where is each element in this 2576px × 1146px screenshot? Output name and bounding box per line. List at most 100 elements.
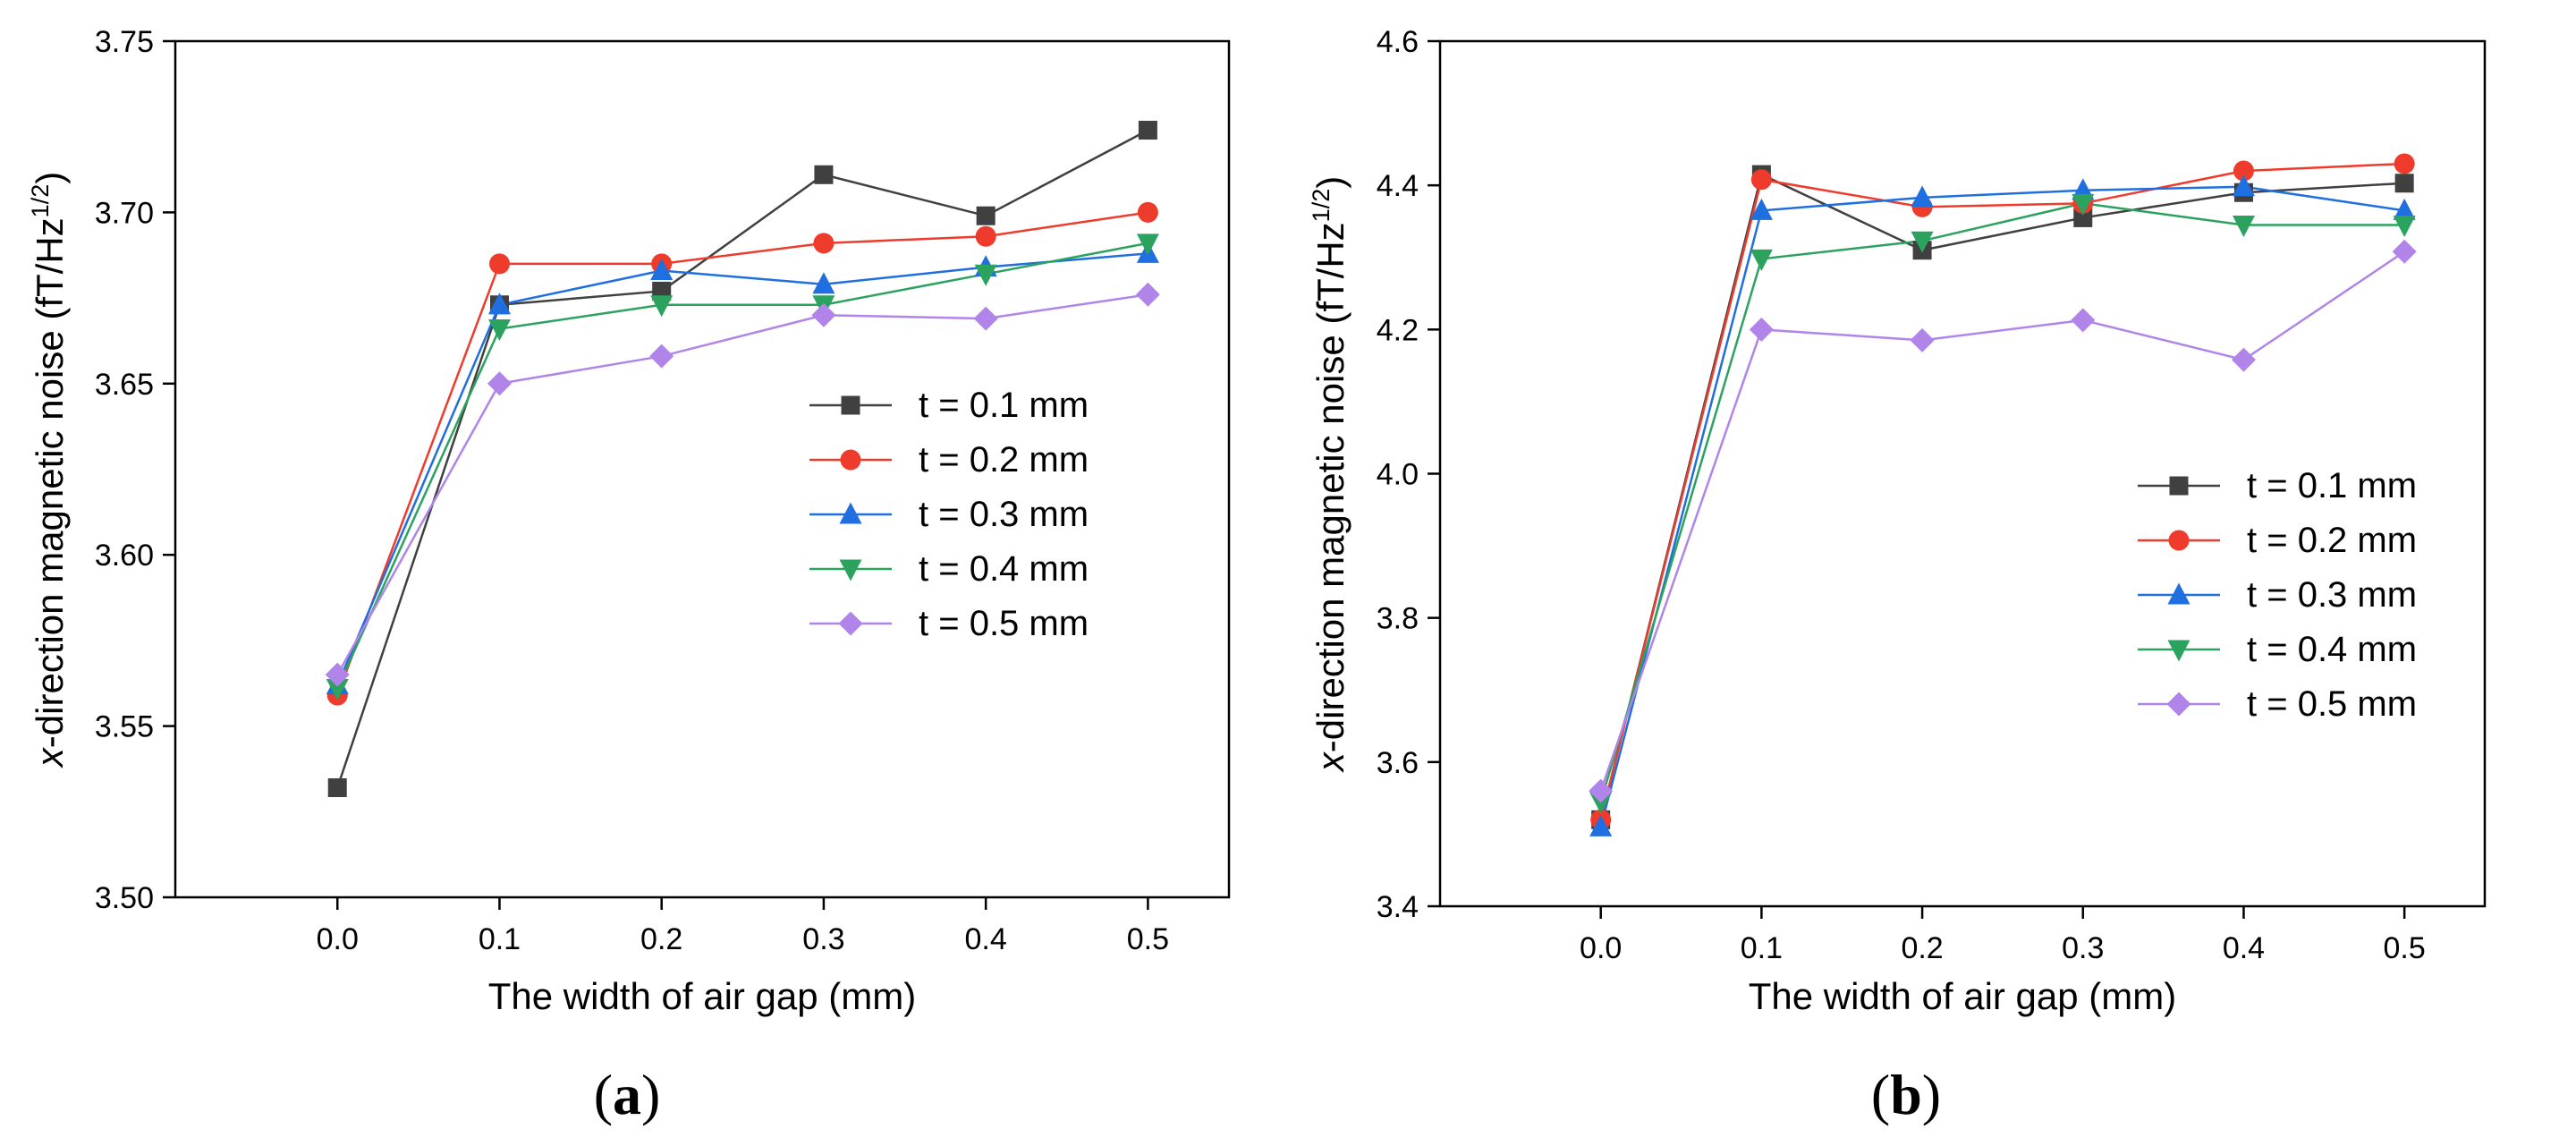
data-point: [1750, 169, 1772, 191]
legend-label: t = 0.1 mm: [919, 386, 1089, 425]
data-point: [976, 206, 996, 225]
legend-label: t = 0.4 mm: [2247, 630, 2417, 669]
x-tick-label: 0.5: [1127, 922, 1169, 956]
y-axis-label: x-direction magnetic noise (fT/Hz1/2): [1308, 176, 1352, 773]
series-line-2: [336, 211, 1148, 696]
y-tick-label: 3.65: [95, 368, 154, 402]
data-point: [2073, 208, 2093, 227]
data-point: [1135, 282, 1160, 307]
y-tick-label: 4.0: [1377, 458, 1419, 492]
legend-marker: [2166, 692, 2191, 717]
series-line-5: [1599, 250, 2405, 792]
series-line-1: [336, 129, 1148, 788]
x-axis-label: The width of air gap (mm): [488, 975, 917, 1017]
data-point: [2392, 239, 2417, 264]
legend-marker: [841, 395, 860, 415]
data-point: [1589, 778, 1614, 803]
data-point: [649, 344, 674, 369]
x-tick-label: 0.3: [802, 922, 844, 956]
data-point: [2394, 153, 2415, 174]
caption-close: ): [1922, 1063, 1941, 1126]
series-markers-3: [1589, 174, 2416, 836]
data-point: [2231, 347, 2256, 372]
caption-letter: b: [1890, 1063, 1922, 1126]
chart-b-svg: 3.4 3.6 3.8 4.0 4.2 4.4 4.6 0.0 0.1 0.2 0.3 0.4 0.5 T…: [1308, 25, 2487, 1126]
data-point: [2393, 215, 2416, 237]
series-line-5: [336, 293, 1148, 675]
data-point: [2072, 193, 2095, 216]
data-point: [1911, 185, 1934, 208]
legend-label: t = 0.5 mm: [2247, 684, 2417, 724]
data-point: [650, 258, 674, 280]
x-tick-label: 0.1: [479, 922, 521, 956]
y-tick-label: 3.70: [95, 196, 154, 230]
chart-panel-a: 3.50 3.55 3.60 3.65 3.70 3.75 0.0 0.1 0.2 0.3 0.4 0…: [27, 25, 1231, 1126]
x-tick-label: 0.1: [1741, 931, 1783, 965]
y-tick-label: 4.2: [1377, 313, 1419, 347]
data-point: [325, 662, 350, 687]
legend-marker: [839, 559, 862, 581]
legend-marker: [838, 611, 863, 636]
y-tick-label: 3.55: [95, 710, 154, 744]
y-tick-label: 4.4: [1377, 169, 1419, 203]
y-axis-label-prefix: x: [1309, 751, 1352, 773]
data-point: [1137, 201, 1158, 223]
legend-label: t = 0.3 mm: [2247, 575, 2417, 615]
data-point: [974, 264, 997, 286]
y-tick-label: 4.6: [1377, 25, 1419, 59]
data-point: [814, 165, 834, 184]
data-point: [2071, 308, 2096, 333]
data-point: [2232, 215, 2255, 237]
caption-letter: a: [613, 1063, 641, 1126]
data-point: [487, 319, 511, 342]
legend-marker: [2167, 640, 2190, 662]
series-line-4: [1599, 202, 2405, 802]
y-axis-label-end: ): [1309, 176, 1352, 189]
data-point: [1138, 121, 1157, 140]
x-tick-label: 0.2: [640, 922, 682, 956]
legend-marker: [840, 449, 861, 471]
x-tick-label: 0.3: [2062, 931, 2104, 965]
data-point: [1911, 231, 1934, 253]
legend-label: t = 0.2 mm: [2247, 521, 2417, 560]
x-tick-label: 0.2: [1901, 931, 1943, 965]
data-point: [813, 233, 835, 254]
panel-caption: (a): [594, 1063, 661, 1126]
data-point: [487, 293, 511, 315]
x-tick-label: 0.5: [2384, 931, 2426, 965]
data-point: [973, 306, 998, 331]
legend-label: t = 0.1 mm: [2247, 466, 2417, 505]
data-point: [1910, 327, 1935, 352]
data-point: [326, 678, 349, 700]
y-tick-label: 3.8: [1377, 602, 1419, 636]
y-axis-label: x-direction magnetic noise (fT/Hz1/2): [27, 172, 71, 768]
x-tick-label: 0.4: [965, 922, 1007, 956]
series-line-3: [336, 252, 1148, 686]
legend-label: t = 0.4 mm: [919, 549, 1089, 589]
data-point: [2232, 174, 2255, 197]
series-line-3: [1599, 185, 2405, 828]
y-tick-label: 3.6: [1377, 746, 1419, 780]
legend-marker: [2167, 582, 2190, 605]
data-point: [812, 272, 835, 294]
data-point: [488, 253, 510, 275]
y-axis-label-sup: 1/2: [1308, 189, 1335, 223]
legend-label: t = 0.5 mm: [919, 604, 1089, 643]
series-markers-5: [1589, 239, 2417, 803]
data-point: [1589, 814, 1613, 836]
x-tick-label: 0.0: [1580, 931, 1622, 965]
panel-caption: (b): [1871, 1063, 1941, 1126]
data-point: [2233, 160, 2254, 182]
plot-frame: [174, 39, 1231, 899]
caption-close: ): [641, 1063, 660, 1126]
data-point: [1750, 249, 1773, 271]
data-point: [1589, 792, 1613, 814]
caption-open: (: [594, 1063, 613, 1126]
y-tick-label: 3.75: [95, 25, 154, 59]
y-tick-label: 3.60: [95, 539, 154, 573]
data-point: [2394, 174, 2414, 193]
y-axis-label-prefix: x: [29, 746, 71, 768]
series-markers-4: [1589, 193, 2416, 814]
data-point: [975, 225, 996, 247]
legend-label: t = 0.2 mm: [919, 440, 1089, 480]
